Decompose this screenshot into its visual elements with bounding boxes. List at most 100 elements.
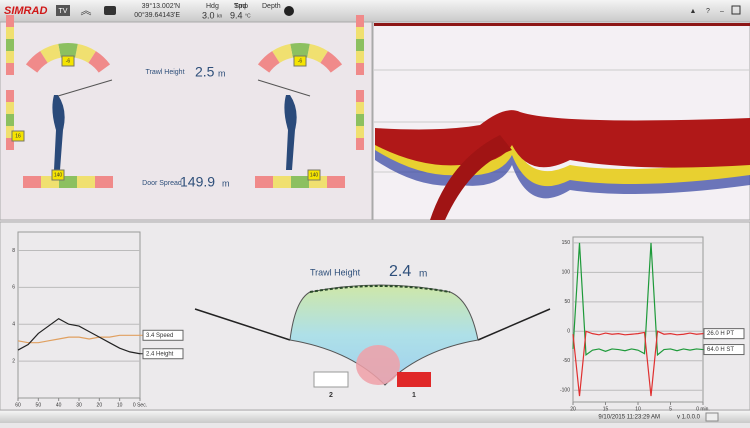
collapse-button[interactable]: ︽: [81, 5, 92, 17]
geometry-value: 2.4: [389, 263, 411, 280]
tmp-unit: °C: [245, 13, 251, 19]
series-tag: 64.0 H ST: [707, 347, 734, 353]
gauge-segment: [257, 51, 280, 73]
sensor-box-1[interactable]: [397, 372, 431, 387]
x-tick-label: 0 min.: [696, 406, 710, 412]
tmp-label: Tmp: [234, 3, 248, 10]
height-label: Trawl Height: [145, 69, 184, 76]
gauge-segment: [290, 43, 310, 58]
button-label: 1: [412, 392, 416, 399]
floor-segment: [95, 176, 113, 188]
series-tag-bg: [142, 329, 184, 341]
gauge-segment: [58, 43, 78, 58]
status-version: v 1.0.0.0: [677, 415, 701, 421]
spd-unit: kn: [217, 13, 223, 19]
gauge-segment: [40, 43, 61, 63]
hdg-label: Hdg: [206, 3, 219, 10]
warp-right: [477, 308, 551, 341]
headline: [309, 285, 451, 293]
button-label: 2: [329, 392, 333, 399]
x-tick-label: 30: [76, 402, 82, 408]
side-segment: [6, 126, 14, 138]
side-segment: [6, 27, 14, 39]
camera-button[interactable]: [104, 6, 116, 15]
series-tag: 2.4 Height: [146, 351, 174, 357]
x-tick-label: 20: [97, 402, 103, 408]
badge[interactable]: TV: [59, 8, 68, 15]
series-line: [572, 330, 704, 397]
series-tag: 26.0 H PT: [707, 331, 734, 337]
y-tick-label: 4: [12, 322, 15, 328]
sensor-tag: 140: [54, 172, 63, 178]
top-bar: [0, 0, 750, 22]
height-unit: m: [218, 68, 226, 78]
depth-label: Depth: [262, 3, 281, 10]
sensor-chart: 150 100 50 0 -50 -100 20 15 10 5 0 min. 64.0 H ST 26…: [560, 236, 745, 412]
x-tick-label: 40: [56, 402, 62, 408]
status-bar: [0, 411, 750, 423]
series-line: [572, 242, 704, 357]
floor-segment: [23, 176, 41, 188]
y-tick-label: 50: [564, 299, 570, 305]
gauge-segment: [25, 51, 48, 73]
y-tick-label: 150: [562, 240, 571, 246]
series-line: [17, 317, 141, 355]
catch-zone: [356, 345, 400, 385]
geometry-unit: m: [419, 269, 427, 280]
floor-segment: [327, 176, 345, 188]
y-tick-label: 8: [12, 248, 15, 254]
spd-label: Spd: [234, 3, 247, 10]
x-tick-label: 10: [635, 406, 641, 412]
minimize-button[interactable]: –: [720, 8, 724, 15]
height-value: 2.5: [195, 64, 215, 80]
series-tag-bg: [703, 328, 745, 340]
x-tick-label: 10: [117, 402, 123, 408]
floor-segment: [273, 176, 291, 188]
side-segment: [356, 138, 364, 150]
spd-value: 3.0: [202, 10, 215, 20]
side-segment: [356, 39, 364, 51]
spread-unit: m: [222, 178, 230, 188]
sensor-tag-bg: [61, 55, 75, 67]
side-segment: [356, 51, 364, 63]
gauges: -6 16 140 -6 140: [6, 15, 364, 188]
gauge-segment: [320, 51, 343, 73]
side-segment: [356, 90, 364, 102]
side-segment: [356, 102, 364, 114]
series-tag-bg: [142, 348, 184, 360]
warp: [57, 79, 113, 97]
history-chart: 2 4 6 8 60 50 40 30 20 10 0 Sec. 3.4 Speed 2.4 Heigh…: [12, 231, 184, 408]
side-segment: [6, 63, 14, 75]
y-tick-label: 0: [567, 329, 570, 335]
spread-label: Door Spread: [142, 180, 182, 187]
gauge-segment: [75, 43, 96, 63]
series-tag: 3.4 Speed: [146, 333, 173, 339]
x-tick-label: 60: [15, 402, 21, 408]
sensor-box-2[interactable]: [313, 371, 349, 388]
alarm-button[interactable]: ▲: [690, 8, 697, 15]
side-segment: [6, 51, 14, 63]
bottom-echo-fringe: [375, 140, 750, 199]
side-segment: [356, 63, 364, 75]
sensor-tag-bg: [11, 130, 25, 142]
badge-bg: [56, 5, 70, 16]
floor-segment: [291, 176, 309, 188]
maximize-button[interactable]: [731, 5, 741, 15]
depth-button[interactable]: [284, 6, 294, 16]
help-button[interactable]: ?: [706, 8, 710, 15]
x-tick-label: 15: [603, 406, 609, 412]
x-tick-label: 5: [669, 406, 672, 412]
trawl-door: [52, 95, 65, 170]
y-tick-label: 6: [12, 285, 15, 291]
side-segment: [6, 102, 14, 114]
ascending-echo: [430, 135, 512, 220]
series-tag-bg: [703, 344, 745, 356]
sensor-tag: 16: [15, 133, 21, 139]
trawl-door: [284, 95, 297, 170]
sensor-tag: 140: [310, 172, 319, 178]
x-tick-label: 50: [36, 402, 42, 408]
side-segment: [356, 114, 364, 126]
side-segment: [6, 138, 14, 150]
